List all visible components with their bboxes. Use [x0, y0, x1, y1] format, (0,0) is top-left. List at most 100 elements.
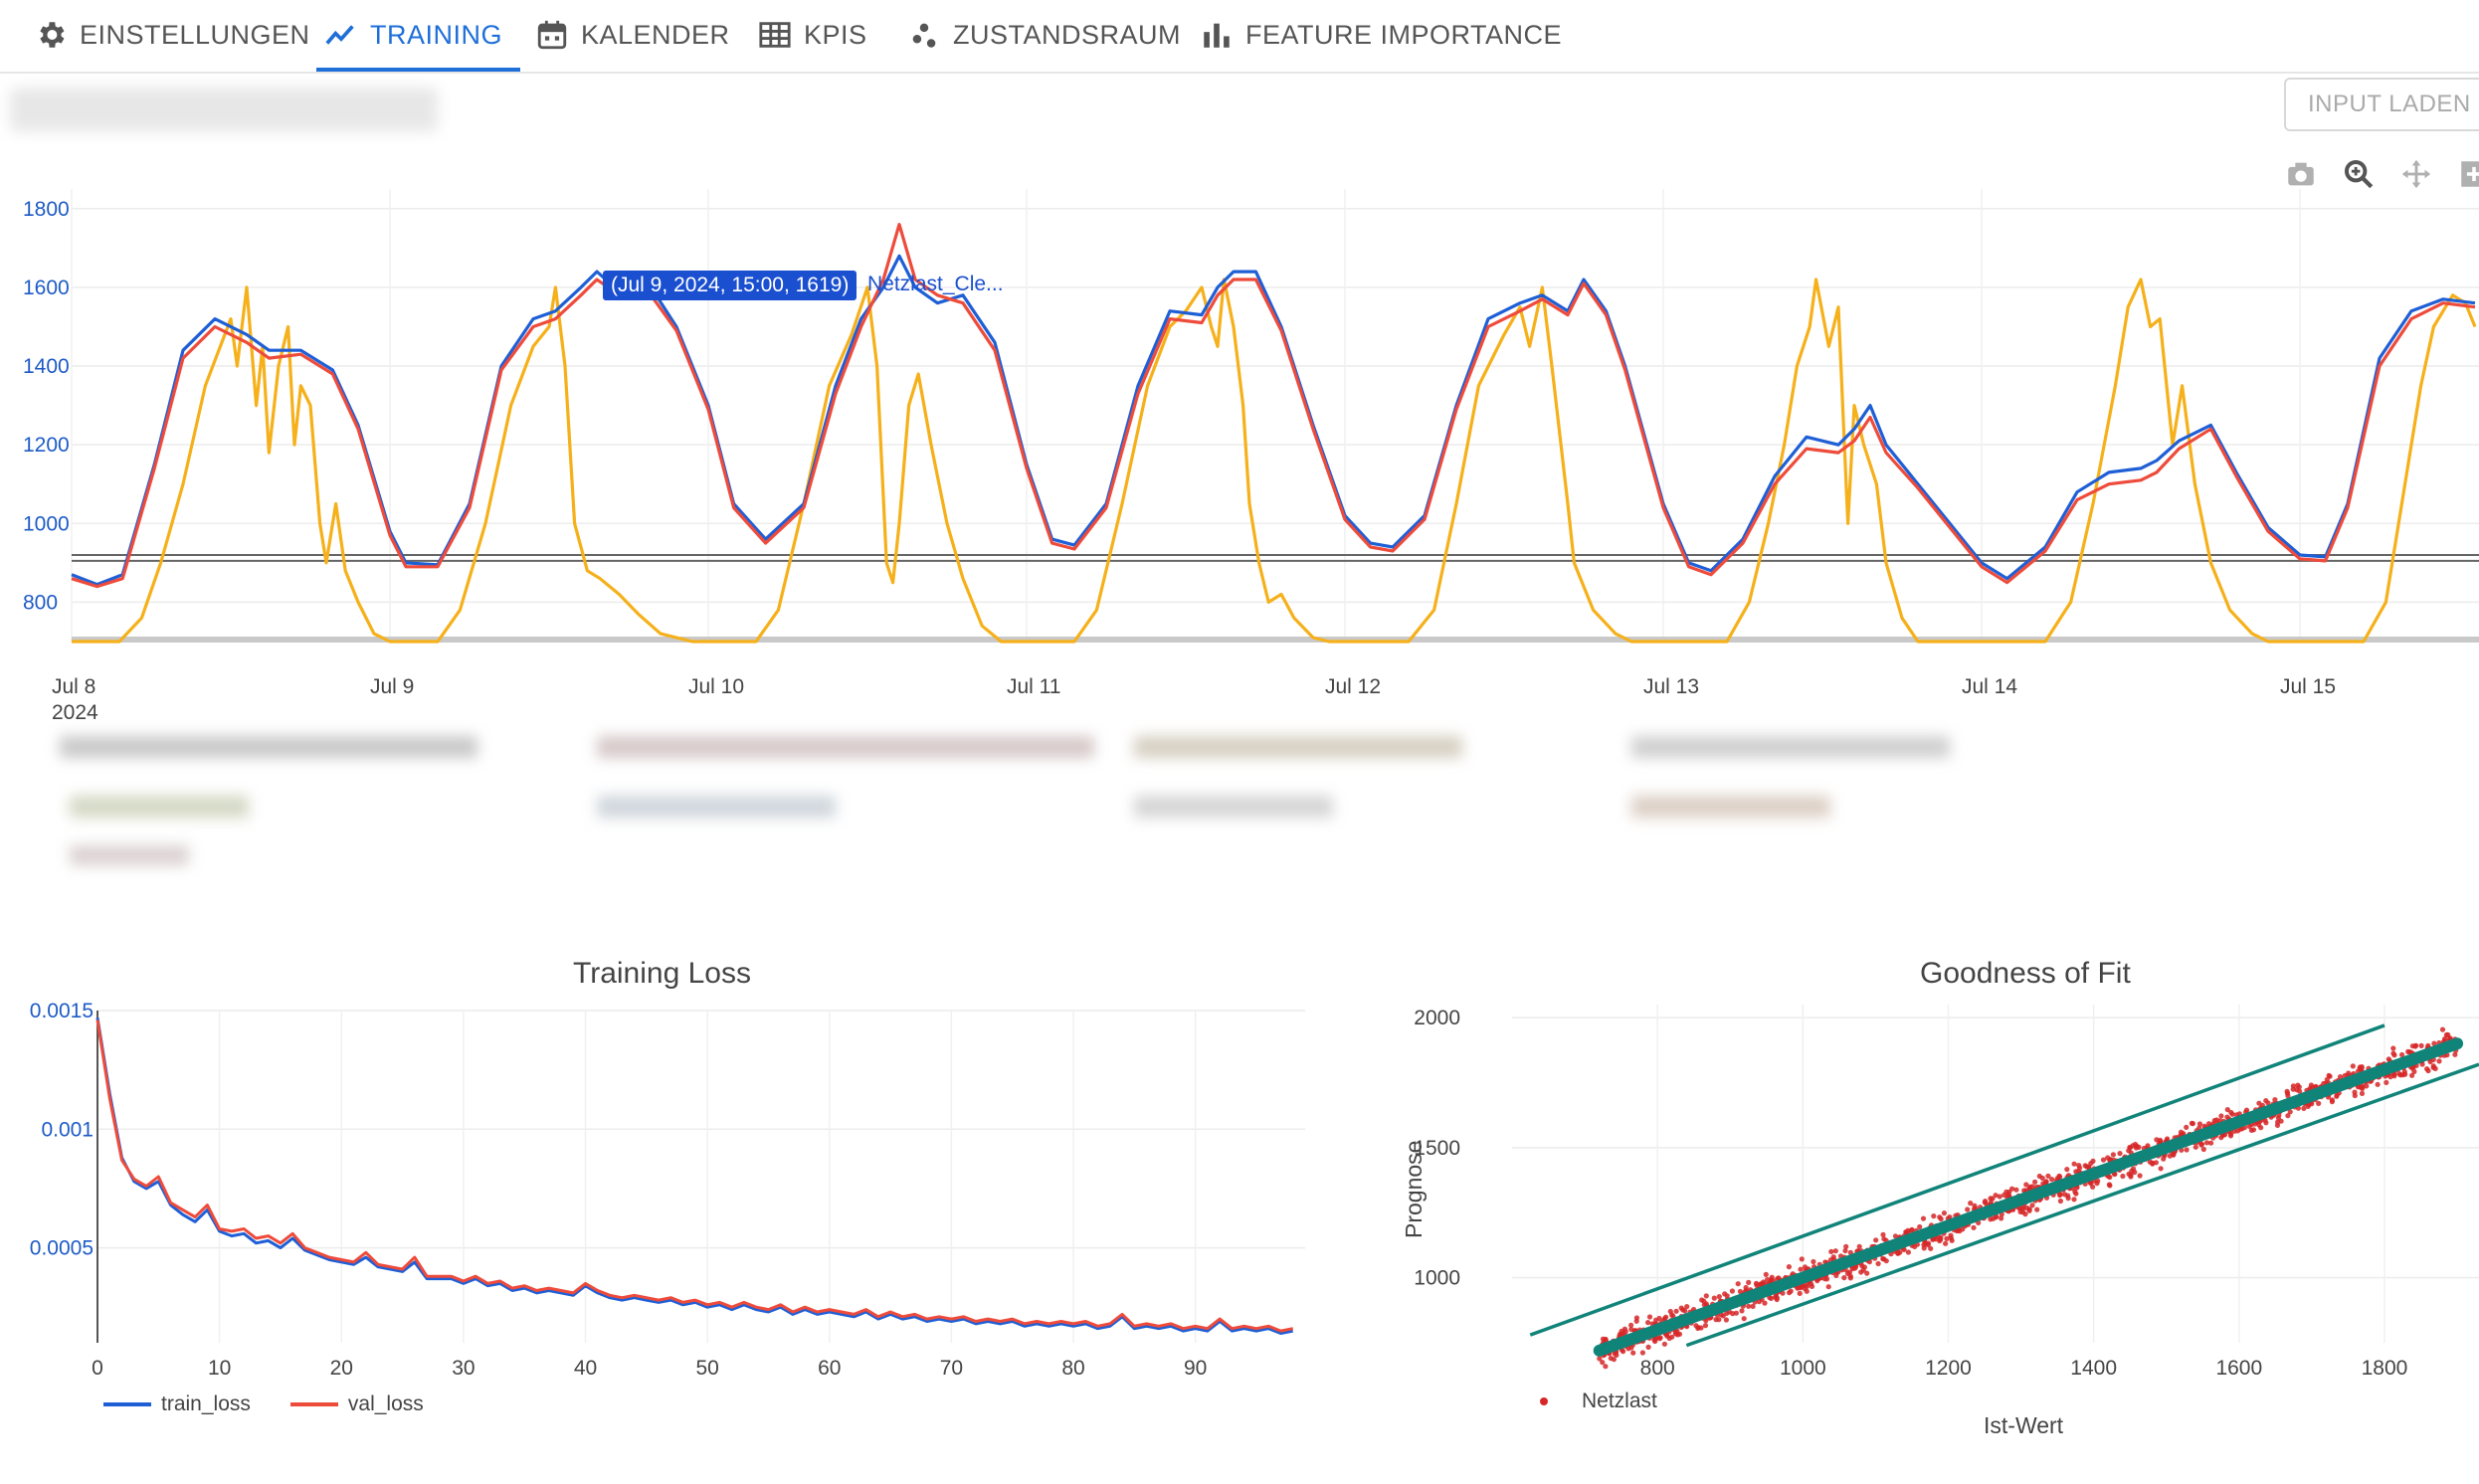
- scatter-point: [1892, 1233, 1899, 1239]
- tab-kpis[interactable]: KPIS: [758, 0, 867, 70]
- scatter-point: [2065, 1196, 2071, 1202]
- fit-line: [1593, 1037, 2464, 1357]
- scatter-point: [2316, 1100, 2322, 1106]
- scatter-point: [1941, 1210, 1947, 1216]
- scatter-point: [1875, 1260, 1881, 1267]
- x-tick-label: 90: [1184, 1357, 1207, 1380]
- tab-feature-importance[interactable]: FEATURE IMPORTANCE: [1200, 0, 1562, 70]
- scatter-point: [2136, 1144, 2142, 1150]
- scatter-point: [1673, 1308, 1679, 1314]
- scatter-point: [1739, 1308, 1745, 1314]
- camera-icon[interactable]: [2284, 157, 2318, 191]
- hover-tooltip: (Jul 9, 2024, 15:00, 1619): [603, 271, 858, 300]
- legend-train-loss[interactable]: train_loss: [103, 1392, 251, 1416]
- scatter-point: [2178, 1129, 2185, 1135]
- legend-val-loss[interactable]: val_loss: [289, 1392, 424, 1416]
- scatter-point: [1811, 1258, 1816, 1265]
- scatter-point: [2027, 1184, 2033, 1190]
- scatter-point: [2023, 1182, 2029, 1188]
- scatter-point: [1921, 1245, 1927, 1251]
- x-tick-label: 80: [1061, 1357, 1084, 1380]
- scatter-point: [1711, 1295, 1717, 1301]
- scatter-point: [1920, 1215, 1927, 1221]
- scatter-point: [2077, 1165, 2083, 1171]
- legend-netzlast[interactable]: Netzlast: [1540, 1390, 1657, 1413]
- scatter-point: [2189, 1120, 2194, 1126]
- scatter-point: [1762, 1300, 1768, 1306]
- scatter-point: [2346, 1070, 2352, 1076]
- tab-zustandsraum[interactable]: ZUSTANDSRAUM: [907, 0, 1181, 70]
- scatter-point: [2265, 1100, 2271, 1106]
- tab-kalender[interactable]: KALENDER: [535, 0, 730, 70]
- scatter-point: [1828, 1248, 1834, 1254]
- scatter-point: [1944, 1235, 1950, 1241]
- training-loss-chart[interactable]: 0.0005 0.001 0.0015 0 10 20 30 40 50 60 70 80 90: [0, 985, 1353, 1383]
- goodness-of-fit-chart[interactable]: 1000 1500 2000 800 1000 1200 1400 1600 1800: [1393, 985, 2479, 1442]
- zoom-icon[interactable]: [2342, 157, 2376, 191]
- x-tick-label: Jul 8: [52, 675, 95, 698]
- scatter-point: [2034, 1206, 2040, 1212]
- scatter-point: [2405, 1048, 2411, 1054]
- scatter-point: [1997, 1194, 2002, 1200]
- scatter-point: [1645, 1344, 1651, 1350]
- scatter-point: [2387, 1074, 2393, 1080]
- y-tick-label: 800: [23, 591, 58, 614]
- x-tick-label: 70: [940, 1357, 963, 1380]
- zoom-in-icon[interactable]: [2457, 157, 2479, 191]
- x-tick-label: Jul 11: [1007, 675, 1060, 698]
- y-tick-label: 1500: [1414, 1137, 1460, 1160]
- tab-einstellungen[interactable]: EINSTELLUNGEN: [34, 0, 310, 70]
- scatter-point: [2184, 1124, 2190, 1130]
- scatter-point: [2208, 1140, 2214, 1146]
- scatter-point: [2399, 1051, 2405, 1058]
- scatter-point: [2026, 1207, 2032, 1213]
- scatter-point: [2224, 1107, 2230, 1113]
- tab-label: EINSTELLUNGEN: [80, 19, 310, 50]
- model-selector[interactable]: [10, 88, 438, 131]
- y-tick-label: 1400: [23, 355, 70, 378]
- scatter-point: [2418, 1042, 2424, 1048]
- legend-label: Netzlast: [1582, 1390, 1657, 1412]
- scatter-point: [1928, 1245, 1934, 1251]
- x-tick-label: 40: [574, 1357, 597, 1380]
- calendar-icon: [537, 20, 567, 50]
- scatter-point: [2287, 1109, 2293, 1115]
- scatter-point: [2137, 1173, 2143, 1179]
- scatter-point: [2057, 1174, 2063, 1180]
- scatter-point: [1630, 1350, 1636, 1356]
- scatter-point: [2296, 1084, 2302, 1090]
- scatter-point: [1682, 1308, 1688, 1314]
- scatter-point: [1943, 1240, 1949, 1246]
- scatter-point: [1625, 1346, 1631, 1352]
- scatter-point: [2107, 1157, 2114, 1163]
- scatter-point: [2278, 1118, 2284, 1124]
- x-tick-label: 0: [92, 1357, 103, 1380]
- scatter-point: [2409, 1065, 2415, 1071]
- scatter-point: [1799, 1256, 1805, 1262]
- time-series-chart[interactable]: 800 1000 1200 1400 1600 1800 Jul 8 Jul 9 Jul 10…: [0, 189, 2479, 726]
- tab-training[interactable]: TRAINING: [315, 0, 521, 72]
- scatter-point: [1864, 1270, 1870, 1276]
- series-line: [71, 223, 2476, 589]
- scatter-point: [1843, 1243, 1849, 1249]
- scatter-point: [1880, 1231, 1886, 1237]
- scatter-point: [2239, 1126, 2245, 1132]
- scatter-point: [2439, 1026, 2446, 1032]
- tab-label: ZUSTANDSRAUM: [953, 19, 1182, 50]
- x-tick-label: 1400: [2070, 1357, 2117, 1380]
- tab-label: FEATURE IMPORTANCE: [1245, 19, 1563, 50]
- scatter-point: [2390, 1050, 2396, 1056]
- scatter-point: [1722, 1291, 1728, 1297]
- scatter-point: [1881, 1236, 1887, 1242]
- y-tick-label: 2000: [1414, 1007, 1460, 1029]
- scatter-point: [2272, 1097, 2278, 1103]
- pan-icon[interactable]: [2399, 157, 2433, 191]
- tab-label: KPIS: [804, 19, 867, 50]
- input-laden-button[interactable]: INPUT LADEN: [2284, 78, 2479, 131]
- scatter-point: [1628, 1322, 1634, 1328]
- legend-swatch: [103, 1402, 151, 1406]
- tab-label: TRAINING: [370, 19, 503, 50]
- y-tick-label: 0.001: [41, 1118, 94, 1141]
- legend-label: train_loss: [161, 1392, 251, 1415]
- x-tick-label: Jul 13: [1643, 675, 1699, 698]
